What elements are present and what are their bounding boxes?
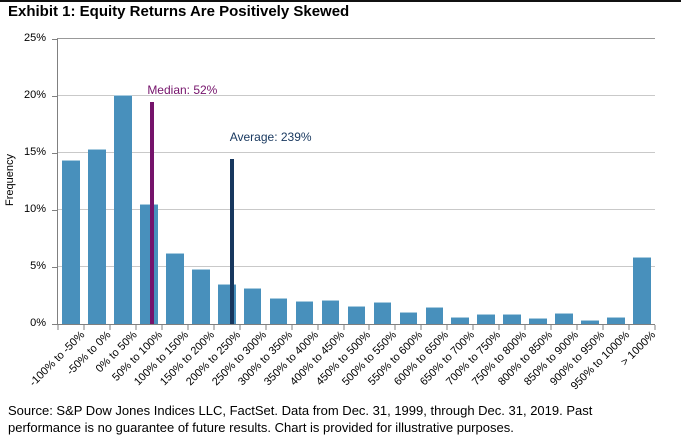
- x-axis-labels: -100% to -50% -50% to 0% 0% to 50% 50% to 1…: [28, 326, 659, 402]
- y-tick-mark: [52, 323, 58, 325]
- histogram-bar: [191, 269, 210, 324]
- gridline: [58, 95, 655, 96]
- bar-slot: [499, 39, 525, 324]
- bar-slot: [551, 39, 577, 324]
- average-label: Average: 239%: [229, 129, 312, 144]
- histogram-bar: [555, 312, 573, 324]
- x-tick-mark: [265, 325, 267, 330]
- histogram-bar: [529, 318, 547, 324]
- x-tick-mark: [83, 325, 85, 330]
- histogram-bar: [425, 307, 444, 324]
- histogram-bar: [607, 317, 625, 324]
- chart-title: Exhibit 1: Equity Returns Are Positively…: [8, 3, 350, 20]
- bar-slot: [343, 39, 369, 324]
- x-tick-mark: [654, 325, 656, 330]
- x-tick-mark: [317, 325, 319, 330]
- x-tick-mark: [291, 325, 293, 330]
- x-tick-mark: [602, 325, 604, 330]
- gridline: [58, 209, 655, 210]
- gridline: [58, 152, 655, 153]
- bar-slot: [188, 39, 214, 324]
- y-tick-label: 20%: [23, 89, 46, 101]
- histogram-bar: [399, 311, 418, 324]
- x-tick-mark: [446, 325, 448, 330]
- y-tick-mark: [52, 266, 58, 268]
- x-tick-mark: [213, 325, 215, 330]
- histogram-bar: [62, 159, 80, 324]
- bar-slot: [58, 39, 84, 324]
- bar-slot: [110, 39, 136, 324]
- annotations: Median: 52% Average: 239%: [58, 39, 655, 324]
- bar-slot: [447, 39, 473, 324]
- bar-slot: [318, 39, 344, 324]
- x-tick-mark: [161, 325, 163, 330]
- histogram-bar: [633, 256, 651, 324]
- x-tick-mark: [576, 325, 578, 330]
- bar-slot: [266, 39, 292, 324]
- bar-slot: [421, 39, 447, 324]
- histogram-bar: [114, 95, 132, 324]
- x-tick-mark: [135, 325, 137, 330]
- y-tick-mark: [52, 95, 58, 97]
- x-tick-mark: [498, 325, 500, 330]
- x-tick-mark: [420, 325, 422, 330]
- x-tick-mark: [239, 325, 241, 330]
- x-axis-ticks: [57, 39, 656, 330]
- x-tick-mark: [187, 325, 189, 330]
- x-tick-mark: [628, 325, 630, 330]
- y-tick-label: 5%: [30, 260, 46, 272]
- histogram-bar: [451, 317, 470, 324]
- histogram-bar: [347, 305, 366, 324]
- x-tick-mark: [472, 325, 474, 330]
- y-tick-mark: [52, 38, 58, 40]
- y-tick-label: 25%: [23, 32, 46, 44]
- median-label: Median: 52%: [147, 82, 218, 97]
- x-tick-mark: [524, 325, 526, 330]
- median-line: [150, 101, 155, 324]
- source-note: Source: S&P Dow Jones Indices LLC, FactS…: [8, 403, 593, 436]
- x-tick-mark: [550, 325, 552, 330]
- average-line: [229, 158, 234, 324]
- top-border: [0, 0, 681, 2]
- bar-slot: [473, 39, 499, 324]
- histogram-bar: [477, 313, 496, 324]
- x-tick-mark: [57, 325, 59, 330]
- bar-slot: [369, 39, 395, 324]
- gridlines: [58, 39, 655, 324]
- y-tick-mark: [52, 152, 58, 154]
- bar-slot: [84, 39, 110, 324]
- gridline: [58, 266, 655, 267]
- y-tick-label: 0%: [30, 317, 46, 329]
- plot-area: Median: 52% Average: 239%: [52, 38, 656, 330]
- histogram-chart: Frequency 0% 5% 10% 15% 20% 25% Median: 52% Av…: [0, 32, 659, 402]
- bar-slot: [577, 39, 603, 324]
- histogram-bar: [503, 313, 521, 324]
- histogram-bar: [88, 148, 106, 324]
- histogram-bar: [295, 301, 314, 324]
- y-tick-label: 15%: [23, 146, 46, 158]
- bar-slot: [525, 39, 551, 324]
- x-tick-mark: [368, 325, 370, 330]
- histogram-bar: [321, 300, 340, 324]
- y-tick-mark: [52, 209, 58, 211]
- histogram-bar: [373, 302, 392, 324]
- histogram-bar: [269, 297, 288, 324]
- bar-slot: [395, 39, 421, 324]
- bar-slot: [629, 39, 655, 324]
- bar-slot: [240, 39, 266, 324]
- bar-slot: [603, 39, 629, 324]
- x-tick-mark: [343, 325, 345, 330]
- x-tick-mark: [109, 325, 111, 330]
- histogram-bar: [581, 319, 599, 324]
- histogram-bar: [165, 253, 184, 324]
- bar-slot: [162, 39, 188, 324]
- histogram-bar: [243, 287, 262, 324]
- x-tick-mark: [394, 325, 396, 330]
- y-tick-label: 10%: [23, 203, 46, 215]
- y-axis-labels: 0% 5% 10% 15% 20% 25%: [0, 32, 52, 329]
- bar-slot: [292, 39, 318, 324]
